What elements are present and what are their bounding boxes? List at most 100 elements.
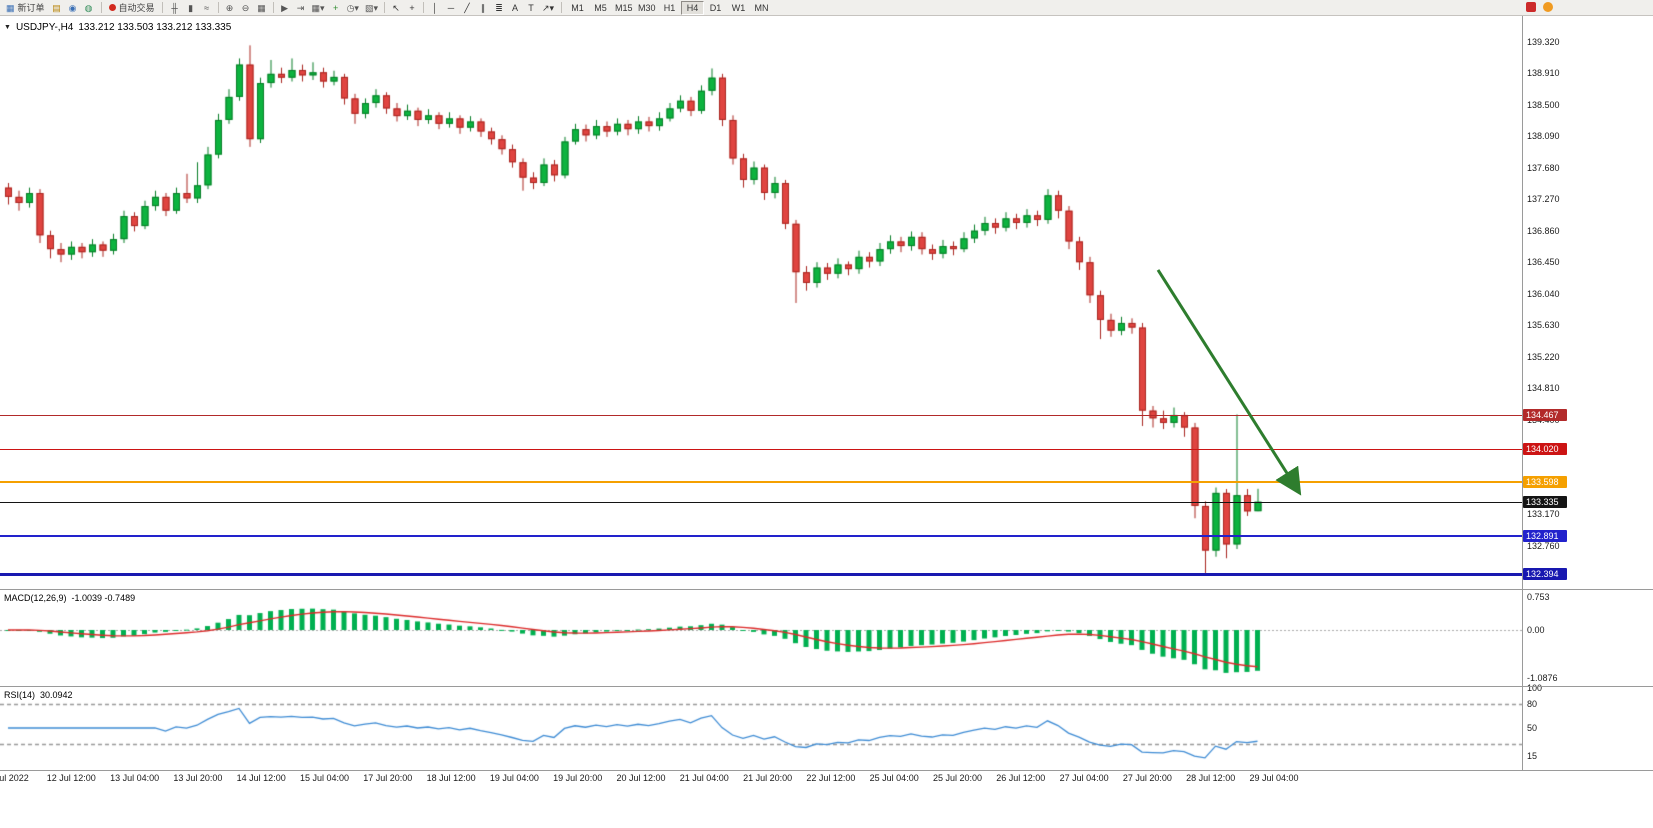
indicators-icon[interactable]: + (328, 1, 344, 15)
community-icon[interactable]: ◍ (81, 1, 97, 15)
crosshair-icon[interactable]: + (404, 1, 420, 15)
toolbar-separator (383, 2, 385, 13)
price-line-133.598[interactable] (0, 480, 1522, 483)
price-axis-label: 138.500 (1527, 99, 1560, 110)
time-axis-label: 14 Jul 12:00 (236, 773, 286, 783)
channel-icon[interactable]: ∥ (475, 1, 491, 15)
time-axis-label: 19 Jul 04:00 (489, 773, 539, 783)
new-chart-icon[interactable]: ▦▾ (309, 1, 328, 15)
symbol-title: USDJPY-,H4 (15, 22, 74, 33)
toolbar-separator (100, 2, 102, 13)
vertical-line-icon[interactable]: │ (427, 1, 443, 15)
time-axis-label: 13 Jul 20:00 (173, 773, 223, 783)
autotrading-icon (108, 4, 116, 11)
timeframe-button-M15[interactable]: M15 (612, 1, 635, 15)
timeframe-button-W1[interactable]: W1 (727, 1, 750, 15)
trendline-icon[interactable]: ╱ (459, 1, 475, 15)
time-axis-border (0, 770, 1653, 771)
tile-windows-icon[interactable]: ▦ (254, 1, 270, 15)
price-axis-label: 136.450 (1527, 257, 1560, 268)
auto-scroll-icon[interactable]: ▶ (277, 1, 293, 15)
fibonacci-icon[interactable]: ≣ (491, 1, 507, 15)
ohlc-readout: 133.212 133.503 133.212 133.335 (78, 22, 232, 33)
rsi-axis-label: 50 (1527, 723, 1538, 733)
templates-icon[interactable]: ▧▾ (362, 1, 381, 15)
timeframe-button-M5[interactable]: M5 (589, 1, 612, 15)
mql5-icon[interactable] (1526, 2, 1536, 12)
zoom-in-icon[interactable]: ⊕ (222, 1, 238, 15)
new-order-button[interactable]: ▦ 新订单 (3, 1, 48, 15)
price-axis-label: 137.270 (1527, 194, 1560, 205)
price-axis-label: 132.760 (1527, 540, 1560, 551)
price-line-133.335[interactable] (0, 501, 1522, 503)
timeframe-button-D1[interactable]: D1 (704, 1, 727, 15)
time-axis-label: 27 Jul 20:00 (1122, 773, 1172, 783)
charts-folder-icon[interactable]: ▤ (49, 1, 65, 15)
toolbar-separator (217, 2, 219, 13)
arrows-icon[interactable]: ↗▾ (539, 1, 557, 15)
periods-icon[interactable]: ◷▾ (344, 1, 362, 15)
toolbar-separator (561, 2, 563, 13)
time-axis-label: 17 Jul 20:00 (363, 773, 413, 783)
toolbar-separator (161, 2, 163, 13)
time-axis-label: 12 Jul 12:00 (46, 773, 96, 783)
time-axis-label: 21 Jul 04:00 (679, 773, 729, 783)
price-axis-label: 138.910 (1527, 68, 1560, 79)
price-axis-label: 139.320 (1527, 36, 1560, 47)
main-toolbar: ▦ 新订单 ▤ ◉ ◍ 自动交易 ╫ ▮ ≈ ⊕ ⊖ ▦ ▶ ⇥ ▦▾ + ◷▾ ▧▾ ↖ + │ ─ ╱ ∥ ≣ A T ↗… (0, 0, 1653, 16)
price-axis-border (1522, 16, 1523, 770)
toolbar-separator (422, 2, 424, 13)
time-axis-label: 29 Jul 04:00 (1249, 773, 1299, 783)
macd-indicator-label: MACD(12,26,9) -1.0039 -0.7489 (4, 593, 136, 603)
price-badge-133.598: 133.598 (1523, 475, 1567, 488)
chart-canvas[interactable] (0, 16, 1522, 770)
text-icon[interactable]: A (507, 1, 523, 15)
autotrading-button[interactable]: 自动交易 (106, 1, 158, 15)
ohlc-toggle-icon[interactable]: ▼ (4, 24, 11, 31)
timeframe-button-M30[interactable]: M30 (635, 1, 658, 15)
text-label-icon[interactable]: T (523, 1, 539, 15)
line-chart-icon[interactable]: ≈ (199, 1, 215, 15)
price-line-132.891[interactable] (0, 534, 1522, 537)
symbol-header: ▼ USDJPY-,H4 133.212 133.503 133.212 133… (4, 22, 231, 33)
rsi-indicator-label: RSI(14) 30.0942 (4, 690, 73, 700)
timeframe-button-M1[interactable]: M1 (566, 1, 589, 15)
timeframe-toolbar: M1 M5 M15 M30 H1 H4 D1 W1 MN (566, 0, 773, 15)
price-axis-label: 136.040 (1527, 288, 1560, 299)
timeframe-button-H4[interactable]: H4 (681, 0, 705, 15)
price-axis-label: 135.220 (1527, 351, 1560, 362)
timeframe-button-MN[interactable]: MN (750, 1, 773, 15)
macd-axis-label: -1.0876 (1527, 672, 1558, 683)
rsi-axis-label: 80 (1527, 699, 1538, 709)
price-line-134.020[interactable] (0, 449, 1522, 451)
price-badge-132.891: 132.891 (1523, 529, 1567, 542)
zoom-out-icon[interactable]: ⊖ (238, 1, 254, 15)
time-axis-label: 15 Jul 04:00 (299, 773, 350, 783)
price-axis-label: 136.860 (1527, 225, 1560, 236)
candlestick-chart-icon[interactable]: ▮ (183, 1, 199, 15)
chart-window: ▼ USDJPY-,H4 133.212 133.503 133.212 133… (0, 16, 1653, 828)
rsi-axis-label: 15 (1527, 751, 1538, 761)
price-axis-label: 137.680 (1527, 162, 1560, 173)
horizontal-line-icon[interactable]: ─ (443, 1, 459, 15)
price-line-134.467[interactable] (0, 414, 1522, 416)
chart-shift-icon[interactable]: ⇥ (293, 1, 309, 15)
rsi-value: 30.0942 (40, 690, 73, 700)
macd-values: -1.0039 -0.7489 (71, 593, 136, 603)
macd-pane-divider[interactable] (0, 589, 1653, 590)
time-axis-label: 21 Jul 20:00 (743, 773, 793, 783)
cursor-icon[interactable]: ↖ (388, 1, 404, 15)
alerts-icon[interactable] (1543, 2, 1553, 12)
time-axis-label: 20 Jul 12:00 (616, 773, 666, 783)
macd-axis-label: 0.00 (1527, 625, 1545, 635)
price-line-132.394[interactable] (0, 573, 1522, 577)
time-axis-label: 26 Jul 12:00 (996, 773, 1046, 783)
profile-icon[interactable]: ◉ (65, 1, 81, 15)
bar-chart-icon[interactable]: ╫ (167, 1, 183, 15)
new-order-label: 新订单 (17, 2, 45, 13)
rsi-pane-divider[interactable] (0, 686, 1653, 687)
price-axis-label: 133.170 (1527, 509, 1560, 520)
autotrading-label: 自动交易 (118, 2, 155, 13)
timeframe-button-H1[interactable]: H1 (658, 1, 681, 15)
